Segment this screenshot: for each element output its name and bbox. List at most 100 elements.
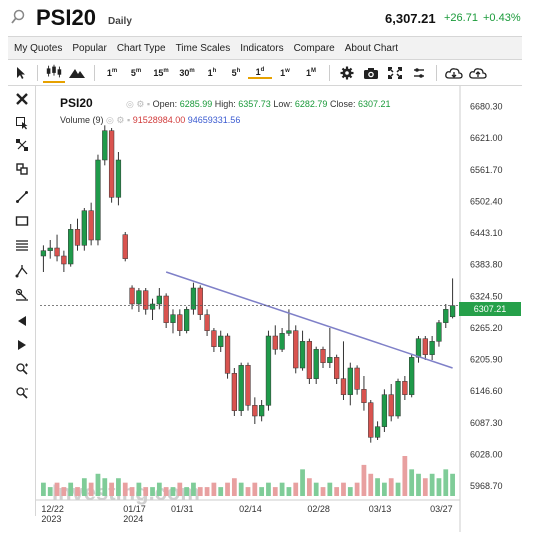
eye-icon[interactable]: ◎ ⚙ ▪: [106, 115, 131, 125]
gear-icon[interactable]: [335, 65, 359, 81]
candle-body: [47, 247, 53, 251]
candle-body: [108, 130, 115, 198]
arrow-right-icon[interactable]: [15, 338, 29, 352]
y-tick-label: 6028.00: [470, 449, 503, 459]
cloud-download-icon[interactable]: [442, 65, 466, 81]
menu-time-scales[interactable]: Time Scales: [175, 42, 231, 54]
candle-body: [68, 229, 74, 265]
low-value: 6282.79: [294, 99, 328, 109]
volume-value-2: 94659331.56: [187, 115, 241, 125]
y-tick-label: 6383.80: [470, 260, 503, 270]
settings-icon[interactable]: [407, 65, 431, 81]
volume-bar: [422, 478, 428, 496]
volume-bar: [395, 482, 401, 496]
volume-bar: [320, 487, 326, 496]
period-label: Daily: [108, 16, 132, 27]
volume-bar: [136, 482, 142, 496]
candle-body: [279, 333, 285, 350]
volume-bar: [197, 487, 203, 496]
layers-icon[interactable]: [15, 162, 29, 176]
line-tool-icon[interactable]: [15, 190, 29, 204]
timeframe-5m[interactable]: 5m: [130, 67, 142, 78]
candle-body: [449, 305, 456, 318]
cloud-upload-icon[interactable]: [466, 65, 490, 81]
candle-body: [340, 378, 347, 395]
timeframe-1w[interactable]: 1w: [280, 67, 290, 78]
current-price-tag: 6307.21: [459, 302, 521, 316]
candle-body: [224, 335, 231, 374]
volume-bar: [54, 482, 60, 496]
volume-bar: [129, 487, 135, 496]
y-tick-label: 6324.50: [470, 291, 503, 301]
arrow-left-icon[interactable]: [15, 314, 29, 328]
timeframe-1m[interactable]: 1m: [106, 67, 118, 78]
zoom-in-icon[interactable]: [15, 362, 29, 376]
candlestick-icon[interactable]: [43, 63, 65, 83]
volume-bar: [95, 473, 101, 496]
timeframe-5h[interactable]: 5h: [231, 67, 241, 78]
x-tick-year: 2024: [123, 514, 143, 524]
candle-body: [443, 309, 449, 323]
fibonacci-icon[interactable]: [15, 138, 29, 152]
fullscreen-icon[interactable]: [383, 65, 407, 81]
pitchfork-icon[interactable]: [15, 264, 29, 278]
cursor-cross-icon[interactable]: [15, 116, 29, 130]
timeframe-1M[interactable]: 1M: [305, 67, 316, 78]
volume-bar: [61, 487, 67, 496]
camera-icon[interactable]: [359, 65, 383, 81]
measure-icon[interactable]: [15, 288, 29, 302]
menu-popular[interactable]: Popular: [72, 42, 107, 54]
volume-bar: [143, 487, 149, 496]
price-change: +26.71: [444, 12, 478, 24]
volume-bar: [361, 464, 367, 496]
close-label: Close:: [329, 99, 356, 109]
candle-body: [374, 426, 381, 438]
volume-bar: [225, 482, 230, 496]
candle-body: [170, 314, 176, 323]
candle-body: [54, 247, 60, 257]
menu-about-chart[interactable]: About Chart: [344, 42, 399, 54]
y-tick-label: 6146.60: [470, 386, 503, 396]
volume-bar: [313, 482, 319, 496]
menu-indicators[interactable]: Indicators: [240, 42, 284, 54]
close-icon[interactable]: [15, 92, 29, 106]
candle-body: [156, 295, 162, 305]
drawing-tools: [8, 86, 36, 516]
volume-bar: [354, 482, 360, 496]
menu-compare[interactable]: Compare: [293, 42, 335, 54]
volume-bar: [156, 482, 162, 496]
timeframe-15m[interactable]: 15m: [153, 67, 169, 78]
candle-body: [95, 159, 101, 241]
trend-line: [165, 271, 453, 369]
mountain-chart-icon[interactable]: [65, 65, 89, 81]
eye-icon[interactable]: ◎ ⚙ ▪: [126, 99, 151, 109]
volume-bar: [231, 478, 237, 496]
cursor-icon[interactable]: [8, 65, 32, 81]
candle-body: [149, 303, 156, 310]
horizontal-lines-icon[interactable]: [15, 238, 29, 252]
ohlc-readout: ◎ ⚙ ▪ Open: 6285.99 High: 6357.73 Low: 6…: [126, 99, 391, 110]
x-tick-label: 03/27: [430, 504, 453, 514]
menu-my-quotes[interactable]: My Quotes: [14, 42, 63, 54]
high-value: 6357.73: [238, 99, 271, 109]
menu-chart-type[interactable]: Chart Type: [116, 42, 166, 54]
zoom-out-icon[interactable]: [15, 386, 29, 400]
volume-bar: [47, 487, 53, 496]
volume-bar: [238, 482, 244, 496]
timeframe-1d[interactable]: 1d: [248, 67, 272, 79]
menu-bar: My Quotes Popular Chart Type Time Scales…: [8, 36, 522, 60]
rectangle-tool-icon[interactable]: [15, 214, 29, 228]
volume-bar: [116, 478, 121, 496]
volume-readout: Volume (9) ◎ ⚙ ▪ 91528984.00 94659331.56: [60, 115, 240, 126]
volume-bar: [266, 482, 271, 496]
candle-body: [252, 405, 258, 417]
search-icon[interactable]: [10, 9, 26, 25]
volume-bar: [170, 487, 176, 496]
candle-body: [245, 365, 251, 406]
volume-bar: [334, 487, 340, 496]
volume-bar: [375, 478, 380, 496]
price-chart[interactable]: Investing.com 6680.306621.006561.706502.…: [36, 86, 522, 532]
timeframe-30m[interactable]: 30m: [179, 67, 195, 78]
volume-bar: [177, 482, 183, 496]
timeframe-1h[interactable]: 1h: [207, 67, 217, 78]
